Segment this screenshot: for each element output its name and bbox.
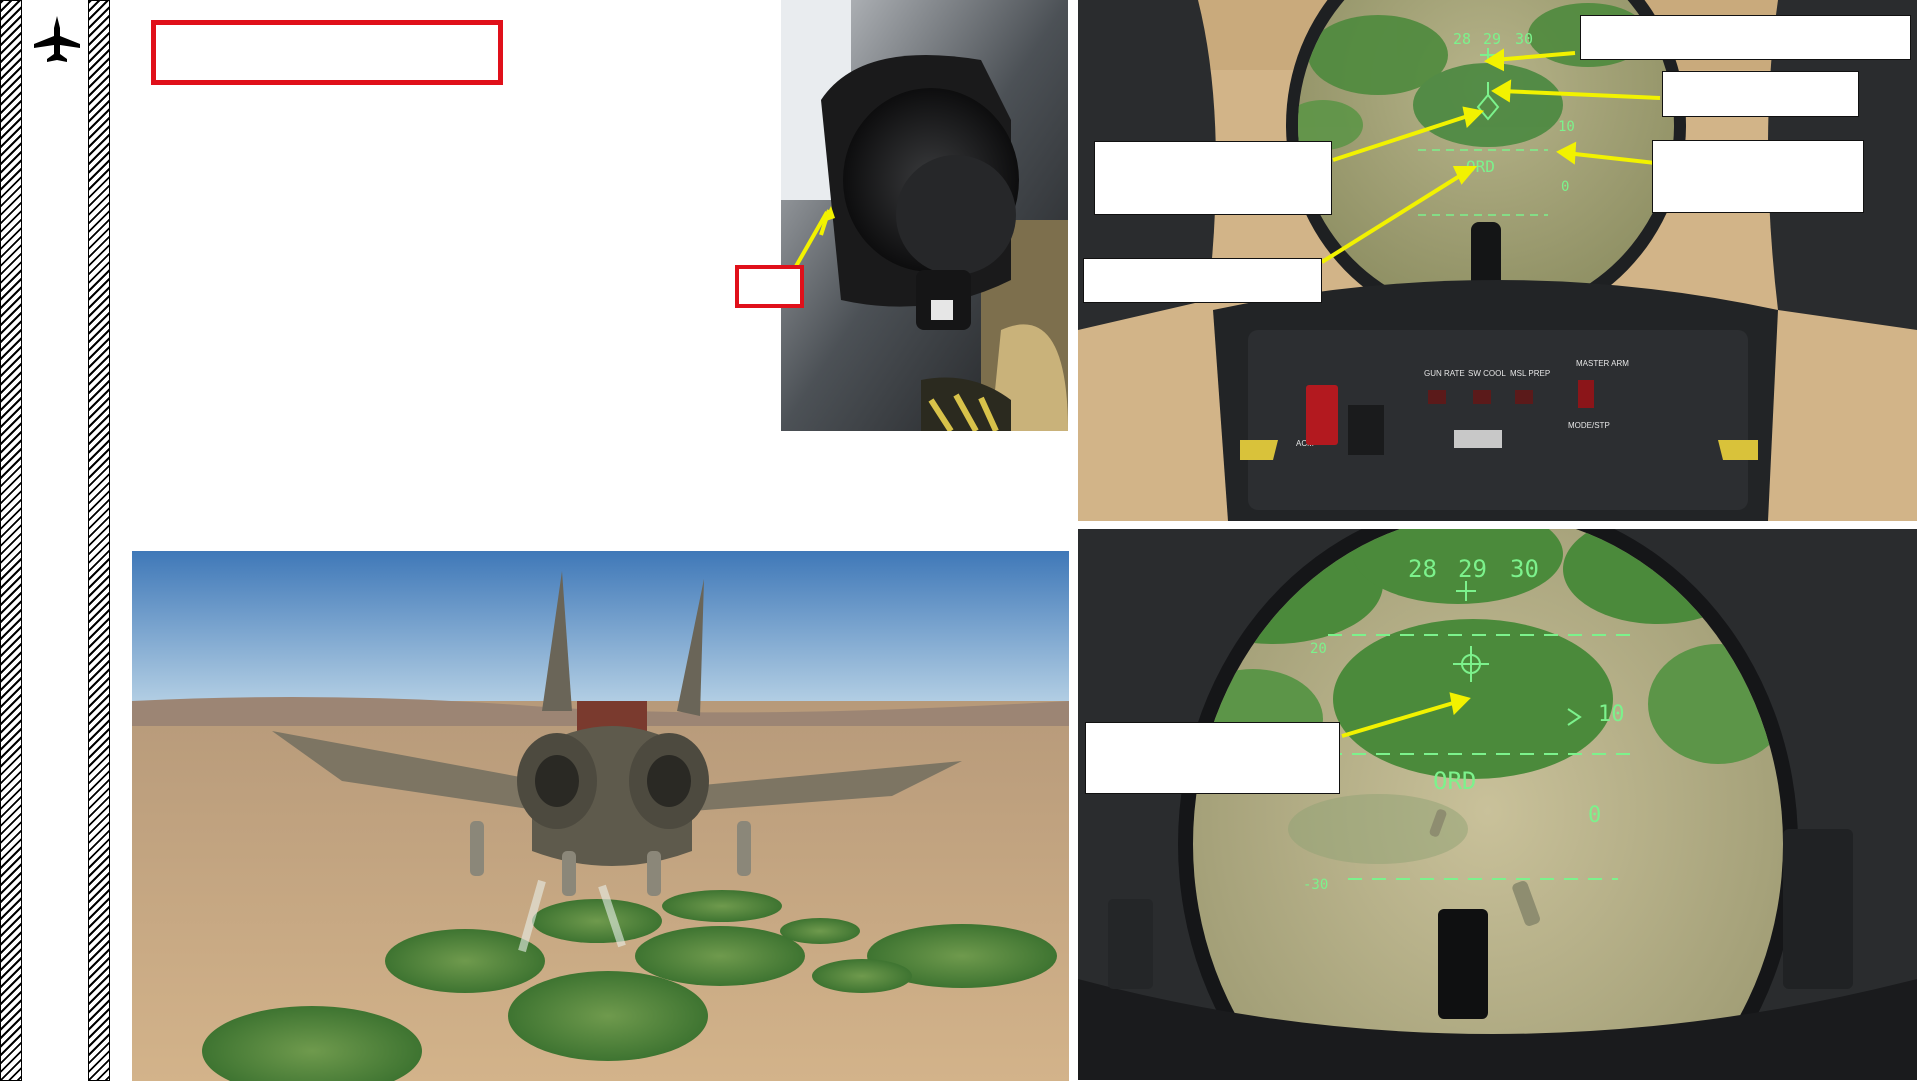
master-arm-switch[interactable] [1578,380,1594,408]
acm-guard-cover[interactable] [1306,385,1338,445]
pitch-tick-minus30: -30 [1303,877,1328,893]
hud-mode-label: ORD [1466,157,1495,176]
console-label-sw-cool: SW COOL [1468,369,1506,378]
aircraft-in-flight-photo [132,551,1069,1081]
heading-tick-30: 30 [1515,30,1533,48]
heading-tick-28: 28 [1453,30,1471,48]
hud-mode-label-bottom: ORD [1433,767,1476,795]
callout-top-2 [1662,71,1859,117]
pitch-tick-0-bottom: 0 [1588,803,1601,828]
page-title [151,20,503,85]
pitch-tick-0: 0 [1561,179,1569,195]
hud-symbology-bottom: 28 29 30 ORD 20 10 0 -25 -30 [1303,555,1638,893]
console-label-gun-rate: GUN RATE [1424,369,1465,378]
callout-top-4 [1652,140,1864,213]
heading-tick-29: 29 [1483,30,1501,48]
tab-strip-hatch-left [0,0,22,1081]
pitch-tick-10-bottom: 10 [1598,702,1625,727]
console-label-acm: ACM [1296,439,1314,448]
callout-top-5 [1083,258,1322,303]
pitch-tick-20: 20 [1310,641,1327,657]
console-label-mode-stp: MODE/STP [1568,421,1610,430]
hud-symbology-top: 28 29 30 ORD 10 0 [1418,30,1575,216]
msl-prep-switch[interactable] [1515,390,1533,404]
heading-tick-30-bottom: 30 [1510,555,1539,583]
pitch-tick-10: 10 [1558,119,1575,135]
callout-top-3 [1094,141,1332,215]
hud-cockpit-photo-bottom: 28 29 30 ORD 20 10 0 -25 -30 [1078,529,1917,1080]
callout-bottom-1 [1085,722,1340,794]
console-label-msl-prep: MSL PREP [1510,369,1550,378]
cockpit-closeup-photo [781,0,1068,431]
hud-cockpit-photo-top: 28 29 30 ORD 10 0 GUN RATE SW COOL MSL P… [1078,0,1917,521]
gun-rate-switch[interactable] [1428,390,1446,404]
cockpit-control-callout [735,265,804,308]
heading-tick-28-bottom: 28 [1408,555,1437,583]
heading-tick-29-bottom: 29 [1458,555,1487,583]
sw-cool-switch[interactable] [1473,390,1491,404]
callout-top-1 [1580,15,1911,60]
tab-strip-hatch-right [88,0,110,1081]
console-label-master-arm: MASTER ARM [1576,359,1629,368]
fighter-jet-icon[interactable] [30,14,84,68]
aircraft-silhouette [272,571,962,896]
